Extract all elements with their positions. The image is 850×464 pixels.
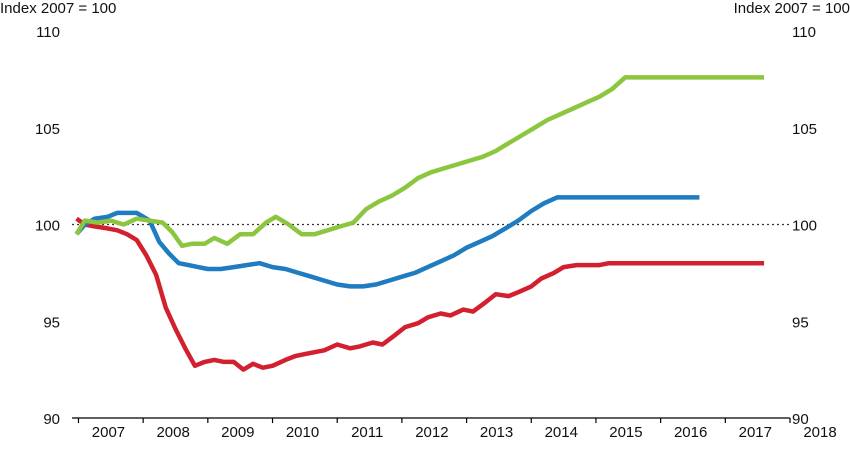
y-tick-label-right: 110	[792, 24, 816, 41]
x-tick-label: 2009	[221, 424, 254, 441]
x-tick-label: 2012	[415, 424, 448, 441]
series-lines	[74, 75, 765, 372]
y-tick-label-right: 90	[792, 411, 809, 428]
x-tick-label: 2016	[674, 424, 707, 441]
right-axis-unit-label: Index 2007 = 100	[734, 0, 850, 17]
y-tick-label-right: 100	[792, 218, 817, 235]
y-tick-label-left: 95	[43, 314, 60, 331]
y-tick-label-right: 105	[792, 121, 817, 138]
x-tick-label: 2010	[286, 424, 319, 441]
x-tick-label: 2013	[480, 424, 513, 441]
x-tick-label: 2011	[351, 424, 383, 441]
y-tick-label-right: 95	[792, 314, 809, 331]
x-axis-ticks	[77, 418, 791, 423]
y-tick-label-left: 100	[35, 218, 60, 235]
left-y-tick-labels: 90 95 100 105 110	[35, 24, 60, 428]
y-tick-label-left: 90	[43, 411, 60, 428]
series-line-1	[75, 216, 765, 372]
series-line-2	[74, 195, 700, 289]
x-tick-label: 2018	[803, 424, 836, 441]
x-tick-label: 2017	[739, 424, 772, 441]
x-tick-label: 2014	[545, 424, 578, 441]
x-tick-labels: 2007 2008 2009 2010 2011 2012 2013 2014 2015 2016…	[92, 424, 837, 441]
series-line-3	[74, 75, 765, 249]
left-axis-unit-label: Index 2007 = 100	[0, 0, 116, 17]
y-tick-label-left: 110	[36, 24, 60, 41]
x-tick-label: 2015	[609, 424, 642, 441]
y-tick-label-left: 105	[35, 121, 60, 138]
right-y-tick-labels: 90 95 100 105 110	[792, 24, 817, 428]
x-tick-label: 2008	[156, 424, 189, 441]
x-tick-label: 2007	[92, 424, 125, 441]
